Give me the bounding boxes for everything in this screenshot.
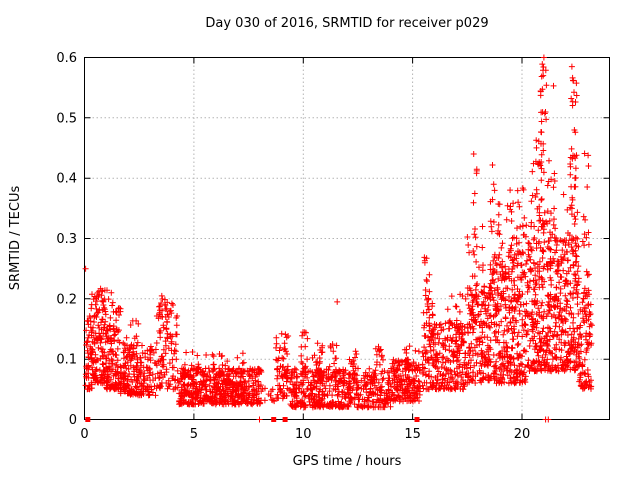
y-tick-label: 0.3 bbox=[56, 232, 77, 247]
y-axis-label: SRMTID / TECUs bbox=[8, 186, 23, 291]
scatter-plus-markers bbox=[82, 54, 595, 423]
y-tick-label: 0.5 bbox=[56, 111, 77, 126]
gridlines bbox=[84, 57, 610, 420]
baseline-square-marker bbox=[414, 417, 420, 422]
y-tick-label: 0.6 bbox=[56, 51, 77, 66]
y-tick-label: 0.1 bbox=[56, 353, 77, 368]
y-tick-label: 0 bbox=[69, 413, 77, 428]
baseline-square-marker bbox=[85, 417, 91, 422]
frame-rect bbox=[84, 57, 610, 420]
chart-title: Day 030 of 2016, SRMTID for receiver p02… bbox=[205, 16, 488, 31]
baseline-square-marker bbox=[271, 417, 277, 422]
plot-frame bbox=[84, 57, 610, 420]
x-tick-label: 10 bbox=[295, 427, 312, 442]
y-tick-label: 0.2 bbox=[56, 292, 77, 307]
tick-labels: 0 5 10 15 20 0 0.1 0.2 0.3 0.4 0.5 0.6 bbox=[56, 51, 530, 442]
data-points bbox=[82, 54, 595, 423]
grid-path bbox=[84, 57, 610, 420]
baseline-square-marker bbox=[282, 417, 288, 422]
x-tick-label: 0 bbox=[80, 427, 88, 442]
x-tick-label: 15 bbox=[404, 427, 421, 442]
x-tick-label: 20 bbox=[514, 427, 531, 442]
x-axis-label: GPS time / hours bbox=[293, 454, 402, 469]
x-tick-label: 5 bbox=[190, 427, 198, 442]
y-tick-label: 0.4 bbox=[56, 172, 77, 187]
